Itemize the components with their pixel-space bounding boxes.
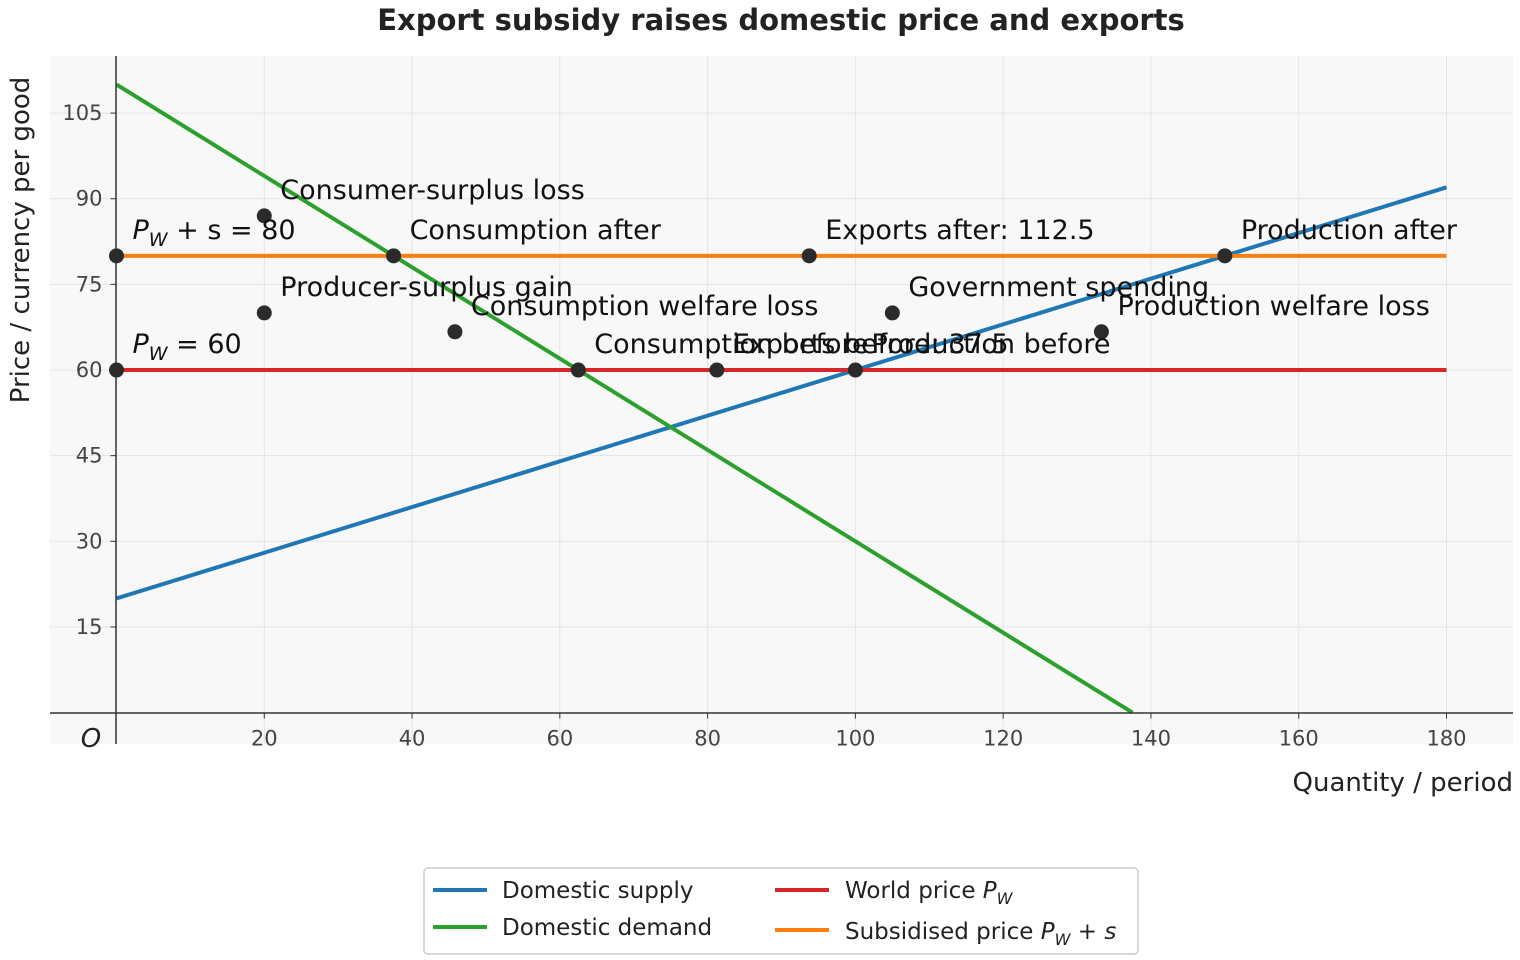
y-tick-label: 75 — [76, 272, 103, 296]
y-tick-label: 60 — [76, 358, 103, 382]
data-point — [709, 362, 725, 378]
data-point — [256, 305, 272, 321]
legend: Domestic supply Domestic demand World pr… — [423, 867, 1139, 955]
y-tick-label: 90 — [76, 187, 103, 211]
y-tick-label: 105 — [62, 101, 102, 125]
data-point — [847, 362, 863, 378]
data-point — [1217, 248, 1233, 264]
data-point — [1093, 324, 1109, 340]
point-label: Consumption after — [410, 215, 662, 246]
x-tick-label: 100 — [835, 727, 875, 751]
point-label: Producer-surplus gain — [280, 272, 573, 303]
point-label: Exports before: 37.5 — [733, 329, 1009, 360]
legend-label-subsidised-text: Subsidised price — [845, 919, 1041, 945]
legend-label-subsidised: Subsidised price PW + s — [845, 919, 1116, 949]
chart-title: Export subsidy raises domestic price and… — [377, 3, 1185, 37]
legend-label-demand: Domestic demand — [502, 915, 712, 941]
data-point — [386, 248, 402, 264]
price-label-world: PW = 60 — [133, 329, 242, 365]
legend-label-supply: Domestic supply — [502, 878, 693, 904]
x-tick-label: 20 — [251, 727, 278, 751]
point-label: Consumption before — [594, 329, 868, 360]
x-axis-title: Quantity / period — [1293, 768, 1513, 798]
x-tick-label: 60 — [546, 727, 573, 751]
point-label: Consumption welfare loss — [471, 291, 819, 322]
point-label: Government spending — [908, 272, 1209, 303]
series-line-demand — [115, 82, 1134, 715]
x-tick-label: 40 — [399, 727, 426, 751]
y-tick-label: 45 — [76, 444, 103, 468]
legend-label-world-text: World price — [845, 878, 983, 904]
point-label: Exports after: 112.5 — [825, 215, 1094, 246]
x-tick-label: 80 — [694, 727, 721, 751]
y-tick-label: 30 — [76, 529, 103, 553]
point-label: Production after — [1241, 215, 1458, 246]
plot-background — [50, 56, 1513, 744]
x-tick-label: 120 — [983, 727, 1023, 751]
data-point — [109, 362, 124, 378]
x-tick-label: 140 — [1131, 727, 1171, 751]
data-point — [447, 324, 463, 340]
origin-label: O — [81, 724, 101, 754]
points — [109, 208, 1233, 378]
y-axis-title: Price / currency per good — [6, 77, 36, 404]
y-tick-label: 15 — [76, 615, 103, 639]
data-point — [256, 208, 272, 224]
data-point — [884, 305, 900, 321]
data-point — [801, 248, 817, 264]
annotations: Consumer-surplus loss Consumption after Ex… — [133, 175, 1458, 365]
x-tick-label: 180 — [1426, 727, 1466, 751]
point-label: Production before — [871, 329, 1110, 360]
legend-label-world: World price PW — [845, 878, 1014, 908]
x-tick-label: 160 — [1279, 727, 1319, 751]
point-label: Production welfare loss — [1117, 291, 1429, 322]
ticks: 20 40 60 80 100 120 140 160 180 15 30 45 60 75 90 105 — [62, 101, 1466, 751]
legend-box — [423, 867, 1139, 955]
price-label-subsidised: PW + s = 80 — [133, 215, 296, 251]
data-point — [570, 362, 586, 378]
data-point — [109, 248, 124, 264]
point-label: Consumer-surplus loss — [280, 175, 585, 206]
